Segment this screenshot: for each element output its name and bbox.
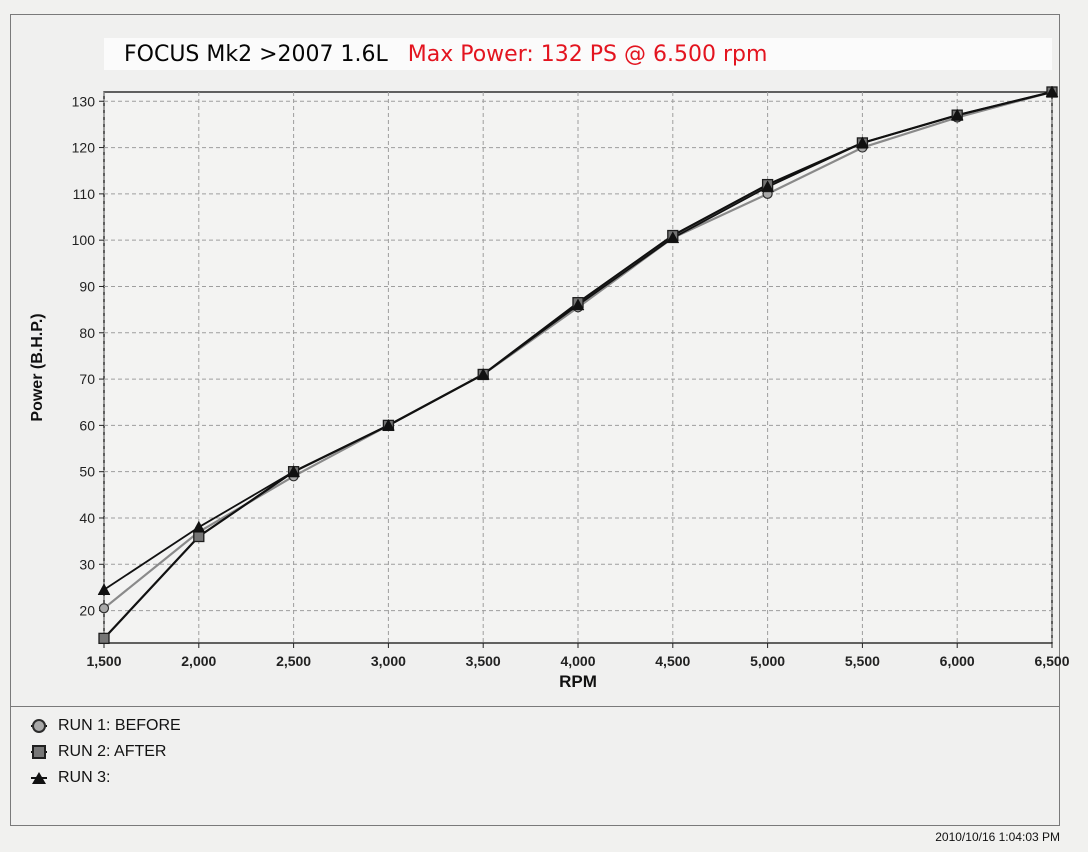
y-tick-label: 100 (72, 232, 96, 248)
x-tick-label: 2,500 (276, 653, 311, 669)
legend-label-run3: RUN 3: (58, 769, 111, 786)
legend-label-run1: RUN 1: BEFORE (58, 717, 181, 734)
square-marker-icon (30, 743, 48, 761)
y-axis-label: Power (B.H.P.) (29, 313, 46, 421)
y-tick-label: 120 (72, 140, 96, 156)
data-point-run3 (950, 108, 964, 121)
x-tick-label: 3,500 (466, 653, 501, 669)
chart-subtitle: Max Power: 132 PS @ 6.500 rpm (407, 41, 768, 67)
legend-label-run2: RUN 2: AFTER (58, 743, 167, 760)
chart-legend: RUN 1: BEFORE RUN 2: AFTER RUN 3: (10, 706, 1060, 826)
data-point-run3 (287, 465, 301, 477)
x-tick-label: 1,500 (86, 653, 121, 669)
data-point-run3 (855, 136, 869, 149)
data-point-run1 (98, 603, 110, 614)
y-tick-label: 130 (72, 93, 96, 109)
data-point-run2 (193, 530, 205, 543)
data-point-run3 (97, 583, 111, 596)
x-tick-label: 2,000 (181, 653, 216, 669)
x-tick-label: 5,000 (750, 653, 785, 669)
circle-marker-icon (30, 717, 48, 735)
y-tick-label: 50 (79, 464, 95, 480)
x-tick-label: 3,000 (371, 653, 406, 669)
chart-title: FOCUS Mk2 >2007 1.6L (124, 41, 388, 67)
legend-item-run1: RUN 1: BEFORE (30, 713, 1060, 739)
timestamp: 2010/10/16 1:04:03 PM (935, 830, 1060, 844)
x-tick-label: 4,000 (560, 653, 595, 669)
data-point-run2 (98, 632, 110, 645)
data-point-run3 (1045, 85, 1059, 98)
chart-title-bar: FOCUS Mk2 >2007 1.6L Max Power: 132 PS @… (104, 38, 1052, 70)
y-tick-label: 70 (79, 371, 95, 387)
y-tick-label: 80 (79, 325, 95, 341)
data-point-run3 (381, 418, 395, 431)
x-tick-label: 4,500 (655, 653, 690, 669)
y-tick-label: 40 (79, 510, 95, 526)
data-point-run3 (476, 367, 490, 380)
x-axis-label: RPM (559, 672, 597, 691)
x-tick-label: 6,500 (1034, 653, 1069, 669)
y-tick-label: 30 (79, 556, 95, 572)
triangle-marker-icon (30, 769, 48, 787)
y-tick-label: 20 (79, 603, 95, 619)
data-point-run3 (192, 520, 206, 533)
x-tick-label: 6,000 (940, 653, 975, 669)
y-tick-label: 90 (79, 278, 95, 294)
data-point-run3 (666, 231, 680, 244)
y-tick-label: 60 (79, 417, 95, 433)
legend-item-run3: RUN 3: (30, 765, 1060, 791)
data-point-run3 (761, 180, 775, 193)
data-point-run3 (571, 298, 585, 311)
legend-item-run2: RUN 2: AFTER (30, 739, 1060, 765)
x-tick-label: 5,500 (845, 653, 880, 669)
y-tick-label: 110 (73, 186, 96, 202)
